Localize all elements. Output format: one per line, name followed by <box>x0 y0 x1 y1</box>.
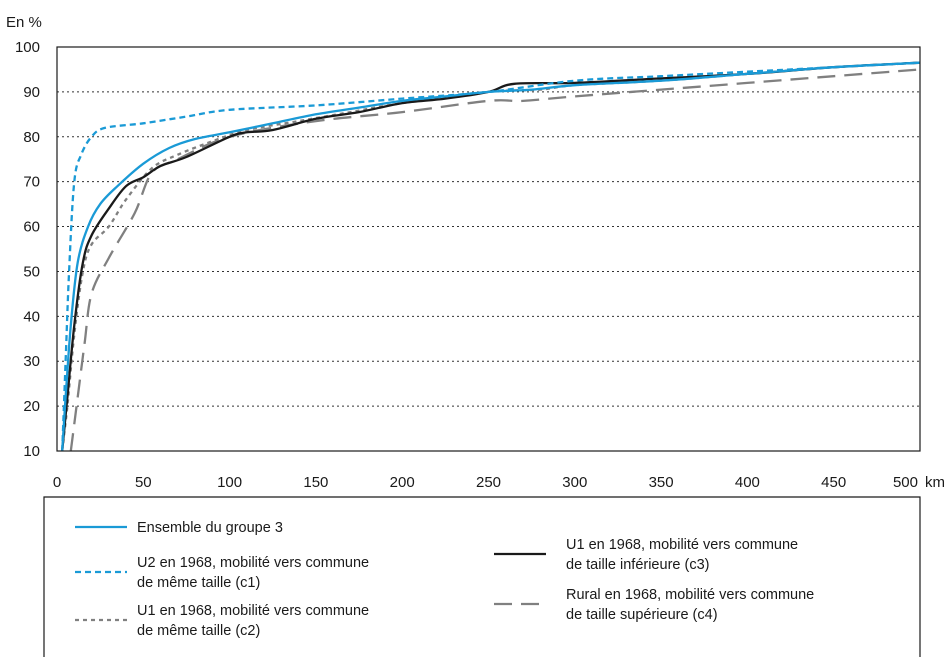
y-tick-label: 80 <box>23 129 40 146</box>
legend-box <box>43 496 921 657</box>
y-tick-label: 70 <box>23 174 40 191</box>
series-line-2 <box>61 61 920 451</box>
y-tick-label: 40 <box>23 308 40 325</box>
x-axis-unit-label: km <box>925 474 945 491</box>
x-tick-label: 200 <box>390 474 415 491</box>
series-line-3 <box>61 61 920 451</box>
x-tick-label: 450 <box>821 474 846 491</box>
plot-frame <box>56 46 921 452</box>
y-tick-label: 20 <box>23 398 40 415</box>
legend-label: Rural en 1968, mobilité vers commune <box>566 587 814 603</box>
legend-label: de taille inférieure (c3) <box>566 557 709 573</box>
legend-label: U2 en 1968, mobilité vers commune <box>137 555 369 571</box>
legend-label: U1 en 1968, mobilité vers commune <box>137 603 369 619</box>
x-tick-label: 300 <box>562 474 587 491</box>
y-tick-label: 90 <box>23 84 40 101</box>
y-tick-label: 10 <box>23 443 40 460</box>
x-tick-label: 0 <box>53 474 61 491</box>
series-line-1 <box>61 61 920 451</box>
y-axis-ticks: 10 20 30 40 50 60 70 80 90 100 <box>15 39 40 460</box>
y-tick-label: 30 <box>23 353 40 370</box>
legend-label: de même taille (c2) <box>137 623 260 639</box>
series-line-4 <box>69 68 920 451</box>
x-tick-label: 150 <box>303 474 328 491</box>
y-tick-label: 100 <box>15 39 40 56</box>
legend-label: Ensemble du groupe 3 <box>137 520 283 536</box>
x-tick-label: 400 <box>735 474 760 491</box>
series-layer <box>61 61 920 451</box>
x-tick-label: 500 <box>893 474 918 491</box>
gridlines <box>57 91 920 407</box>
x-tick-label: 100 <box>217 474 242 491</box>
legend-label: de taille supérieure (c4) <box>566 607 718 623</box>
legend-label: U1 en 1968, mobilité vers commune <box>566 537 798 553</box>
y-tick-label: 60 <box>23 219 40 236</box>
legend: Ensemble du groupe 3 U2 en 1968, mobilité… <box>43 496 921 657</box>
x-tick-label: 50 <box>135 474 152 491</box>
series-line-0 <box>61 61 920 451</box>
legend-label: de même taille (c1) <box>137 575 260 591</box>
x-tick-label: 350 <box>649 474 674 491</box>
x-axis-ticks: 0 50 100 150 200 250 300 350 400 450 500 <box>53 474 918 491</box>
y-axis-unit-label: En % <box>6 14 42 31</box>
x-tick-label: 250 <box>476 474 501 491</box>
y-tick-label: 50 <box>23 263 40 280</box>
